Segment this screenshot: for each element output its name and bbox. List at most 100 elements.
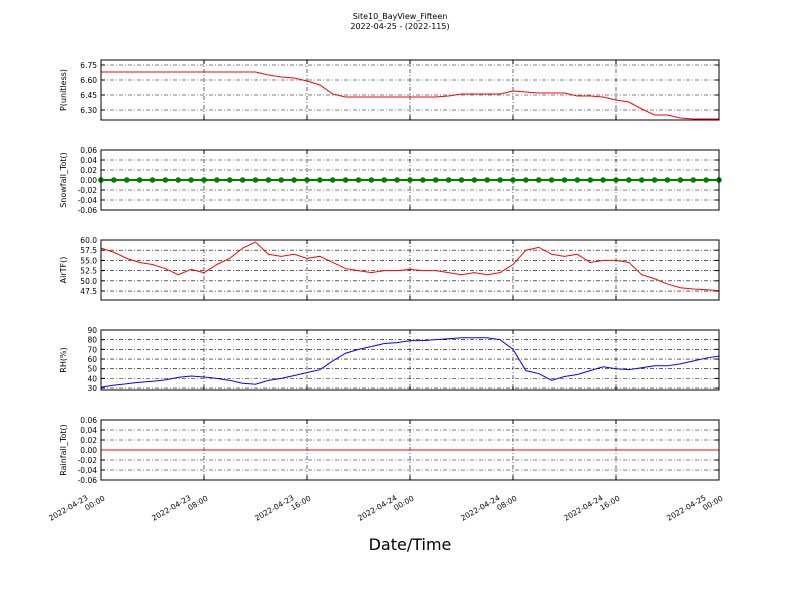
y-tick-label: 90 xyxy=(87,326,97,335)
point xyxy=(123,177,130,183)
point xyxy=(381,177,388,183)
plot-frame xyxy=(100,419,720,481)
y-tick-label: 6.60 xyxy=(80,76,97,85)
series-line xyxy=(100,337,720,388)
y-tick-label: 0.06 xyxy=(80,416,97,425)
y-tick-label: 50 xyxy=(87,365,97,374)
y-axis-label: Rainfall_Tot() xyxy=(59,424,68,476)
y-tick-label: 6.45 xyxy=(80,91,97,100)
plot-frame xyxy=(100,329,720,391)
point xyxy=(561,177,568,183)
series-line xyxy=(101,71,719,120)
x-tick-label: 2022-04-24 16:00 xyxy=(562,486,621,531)
y-tick-label: -0.02 xyxy=(78,186,98,195)
point xyxy=(342,177,349,183)
x-tick-label: 2022-04-23 08:00 xyxy=(150,486,209,531)
point xyxy=(162,177,169,183)
y-tick-label: 70 xyxy=(87,345,97,354)
y-tick-label: 6.75 xyxy=(80,61,97,70)
point xyxy=(111,177,117,183)
y-axis-label: P(unitless) xyxy=(59,69,68,111)
point xyxy=(484,177,491,183)
y-tick-label: 0.00 xyxy=(80,446,97,455)
chart-title: Site10_BayView_Fifteen xyxy=(353,12,448,21)
y-tick-label: -0.02 xyxy=(78,456,98,465)
point xyxy=(510,177,516,183)
y-axis-label: RH(%) xyxy=(59,347,68,372)
point xyxy=(523,177,529,183)
x-tick-label: 2022-04-24 00:00 xyxy=(356,486,415,531)
point xyxy=(703,177,709,183)
point xyxy=(175,177,182,183)
point xyxy=(600,177,606,183)
y-tick-label: 0.02 xyxy=(80,166,97,175)
point xyxy=(626,177,632,183)
point xyxy=(149,177,156,183)
point xyxy=(394,177,400,183)
y-tick-label: 40 xyxy=(87,374,97,383)
point xyxy=(407,177,413,183)
plot-frame xyxy=(100,239,720,301)
point xyxy=(291,177,297,183)
point xyxy=(690,177,697,183)
point xyxy=(368,177,375,183)
point xyxy=(226,177,233,183)
point xyxy=(471,177,478,183)
point xyxy=(317,177,323,183)
y-axis-label: AirTF() xyxy=(59,257,68,284)
x-tick-label: 2022-04-23 00:00 xyxy=(47,486,106,531)
y-tick-label: -0.06 xyxy=(78,476,98,485)
y-tick-label: -0.04 xyxy=(78,196,98,205)
point xyxy=(535,177,542,183)
y-tick-label: -0.06 xyxy=(78,206,98,215)
point xyxy=(432,177,439,183)
y-tick-label: 80 xyxy=(87,336,97,345)
y-tick-label: 0.02 xyxy=(80,436,97,445)
point xyxy=(638,177,645,183)
plot-frame xyxy=(100,59,720,121)
y-tick-label: 0.04 xyxy=(80,156,97,165)
point xyxy=(252,177,259,183)
point xyxy=(445,177,452,183)
point xyxy=(420,177,426,183)
point xyxy=(239,177,246,183)
point xyxy=(188,177,194,183)
point xyxy=(265,177,272,183)
y-tick-label: 0.00 xyxy=(80,176,97,185)
y-tick-label: 60 xyxy=(87,355,97,364)
point xyxy=(214,177,220,183)
series-line xyxy=(100,241,720,292)
plot-frame xyxy=(100,149,720,211)
y-tick-label: 30 xyxy=(87,384,97,393)
point xyxy=(329,177,336,183)
y-tick-label: 6.30 xyxy=(80,106,97,115)
point xyxy=(136,177,143,183)
point xyxy=(201,177,207,183)
y-tick-label: 0.06 xyxy=(80,146,97,155)
y-tick-label: 50.0 xyxy=(80,277,97,286)
point xyxy=(664,177,671,183)
y-tick-label: 47.5 xyxy=(80,287,97,296)
chart-subtitle: 2022-04-25 - (2022-115) xyxy=(350,22,449,31)
point xyxy=(587,177,594,183)
point xyxy=(574,177,581,183)
y-tick-label: 57.5 xyxy=(80,246,97,255)
y-axis-label: Snowfall_Tot() xyxy=(59,152,68,208)
point xyxy=(651,177,658,183)
x-tick-label: 2022-04-24 08:00 xyxy=(459,486,518,531)
y-tick-label: 0.04 xyxy=(80,426,97,435)
point xyxy=(355,177,362,183)
x-tick-label: 2022-04-25 00:00 xyxy=(665,486,724,531)
point xyxy=(677,177,684,183)
point xyxy=(548,177,555,183)
point xyxy=(278,177,285,183)
y-tick-label: 55.0 xyxy=(80,256,97,265)
point xyxy=(497,177,503,183)
y-tick-label: 60.0 xyxy=(80,236,97,245)
point xyxy=(613,177,619,183)
y-tick-label: 52.5 xyxy=(80,267,97,276)
x-tick-label: 2022-04-23 16:00 xyxy=(253,486,312,531)
point xyxy=(304,177,310,183)
